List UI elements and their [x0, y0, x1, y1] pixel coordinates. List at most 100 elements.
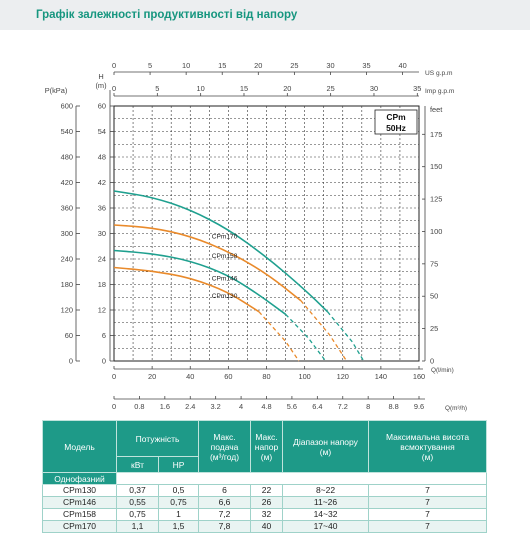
y-tick-label-feet: 150 — [430, 162, 442, 171]
header-bar — [0, 0, 530, 30]
y-tick-label-pressure: 0 — [69, 357, 73, 366]
x-tick-label-m3h: 7.2 — [338, 402, 348, 411]
cell-model: CPm146 — [42, 496, 117, 509]
x-tick-label-m3h: 6.4 — [312, 402, 322, 411]
x-tick-label-us-gpm: 10 — [182, 61, 190, 70]
table-row: CPm130 0,37 0,5 6 22 8~22 7 — [42, 484, 488, 497]
table-row: CPm170 1,1 1,5 7,8 40 17~40 7 — [42, 520, 488, 533]
cell-suction: 7 — [368, 508, 488, 521]
spec-table: Модель Потужність Макс. подача (м³/год) … — [42, 420, 488, 533]
header-max-flow-line: подача — [210, 441, 239, 452]
chart-title-box — [374, 109, 418, 135]
x-tick-label-m3h: 1.6 — [160, 402, 170, 411]
header-max-suction-line: всмоктування — [400, 441, 455, 452]
x-axis-title-imp-gpm: Imp g.p.m — [425, 88, 455, 95]
cell-kw: 0,75 — [116, 508, 159, 521]
y-tick-label-head: 24 — [98, 255, 106, 264]
cell-suction: 7 — [368, 520, 488, 533]
x-tick-label-us-gpm: 30 — [326, 61, 334, 70]
header-max-flow-line: Макс. — [213, 431, 236, 442]
cell-kw: 1,1 — [116, 520, 159, 533]
cell-model: CPm170 — [42, 520, 117, 533]
y-axis-title-feet: feet — [430, 105, 442, 114]
y-tick-label-head: 48 — [98, 153, 106, 162]
series-label-cpm170: CPm170 — [212, 234, 238, 241]
cell-flow: 6,6 — [198, 496, 252, 509]
y-tick-label-head: 18 — [98, 280, 106, 289]
curve-dashed-cpm158 — [300, 300, 348, 362]
curve-cpm130 — [113, 266, 260, 313]
cell-hp: 0,75 — [157, 496, 200, 509]
header-hp: HP — [157, 456, 200, 473]
header-max-suction-line: (м) — [421, 451, 434, 462]
x-tick-label-lpm: 40 — [186, 372, 194, 381]
x-tick-label-us-gpm: 25 — [290, 61, 298, 70]
performance-chart: 06121824303642485460H(m)0601201802403003… — [45, 61, 467, 412]
y-tick-label-pressure: 180 — [61, 280, 73, 289]
x-tick-label-lpm: 140 — [375, 372, 387, 381]
y-tick-label-feet: 100 — [430, 227, 442, 236]
x-tick-label-us-gpm: 35 — [362, 61, 370, 70]
y-tick-label-feet: 50 — [430, 292, 438, 301]
x-tick-label-m3h: 8 — [366, 402, 370, 411]
cell-kw: 0,55 — [116, 496, 159, 509]
cell-range: 8~22 — [282, 484, 370, 497]
x-axis-title-m3h: Q(m³/h) — [445, 405, 467, 412]
header-kw: кВт — [116, 456, 159, 473]
header-max-head: Макс. напор (м) — [250, 420, 284, 473]
x-tick-label-lpm: 60 — [224, 372, 232, 381]
y-tick-label-head: 42 — [98, 178, 106, 187]
x-tick-label-m3h: 0 — [112, 402, 116, 411]
y-axis-title-head: H — [98, 72, 103, 81]
cell-hp: 0,5 — [157, 484, 200, 497]
cell-head: 40 — [250, 520, 284, 533]
cell-range: 11~26 — [282, 496, 370, 509]
x-tick-label-imp-gpm: 25 — [327, 84, 335, 93]
y-tick-label-feet: 125 — [430, 195, 442, 204]
table-row: CPm158 0,75 1 7,2 32 14~32 7 — [42, 508, 488, 521]
x-tick-label-imp-gpm: 10 — [197, 84, 205, 93]
header-max-suction: Максимальна висота всмоктування (м) — [368, 420, 488, 473]
x-axis-title-us-gpm: US g.p.m — [425, 70, 453, 77]
y-tick-label-feet: 25 — [430, 324, 438, 333]
y-tick-label-pressure: 240 — [61, 255, 73, 264]
x-tick-label-m3h: 8.8 — [388, 402, 398, 411]
curve-dashed-cpm170 — [326, 311, 365, 362]
y-tick-label-pressure: 360 — [61, 204, 73, 213]
y-tick-label-pressure: 120 — [61, 306, 73, 315]
cell-head: 26 — [250, 496, 284, 509]
curve-cpm170 — [113, 190, 329, 313]
x-tick-label-imp-gpm: 30 — [370, 84, 378, 93]
x-tick-label-imp-gpm: 35 — [413, 84, 421, 93]
x-tick-label-lpm: 120 — [337, 372, 349, 381]
y-tick-label-pressure: 480 — [61, 153, 73, 162]
x-tick-label-us-gpm: 5 — [148, 61, 152, 70]
header-head-range-line: (м) — [319, 446, 332, 457]
header-max-suction-line: Максимальна висота — [385, 431, 470, 442]
header-single-phase: Однофазний — [42, 472, 117, 485]
x-tick-label-us-gpm: 15 — [218, 61, 226, 70]
curve-dashed-cpm146 — [285, 313, 327, 362]
page-title: Графік залежності продуктивності від нап… — [36, 9, 298, 21]
table-row: CPm146 0,55 0,75 6,6 26 11~26 7 — [42, 496, 488, 509]
cell-model: CPm130 — [42, 484, 117, 497]
chart-title-line-2: 50Hz — [386, 123, 406, 133]
header-spacer — [115, 472, 488, 485]
x-tick-label-m3h: 4.8 — [261, 402, 271, 411]
chart-title-line-1: CPm — [386, 112, 406, 122]
x-tick-label-imp-gpm: 20 — [283, 84, 291, 93]
cell-range: 17~40 — [282, 520, 370, 533]
y-tick-label-pressure: 540 — [61, 127, 73, 136]
header-model: Модель — [42, 420, 117, 473]
x-tick-label-m3h: 0.8 — [134, 402, 144, 411]
y-axis-title-head-unit: (m) — [95, 81, 106, 90]
x-tick-label-m3h: 5.6 — [287, 402, 297, 411]
series-label-cpm158: CPm158 — [212, 253, 238, 260]
cell-kw: 0,37 — [116, 484, 159, 497]
y-tick-label-feet: 175 — [430, 130, 442, 139]
series-label-cpm130: CPm130 — [212, 293, 238, 300]
x-tick-label-us-gpm: 40 — [398, 61, 406, 70]
y-tick-label-head: 12 — [98, 306, 106, 315]
x-tick-label-imp-gpm: 15 — [240, 84, 248, 93]
x-tick-label-m3h: 3.2 — [211, 402, 221, 411]
